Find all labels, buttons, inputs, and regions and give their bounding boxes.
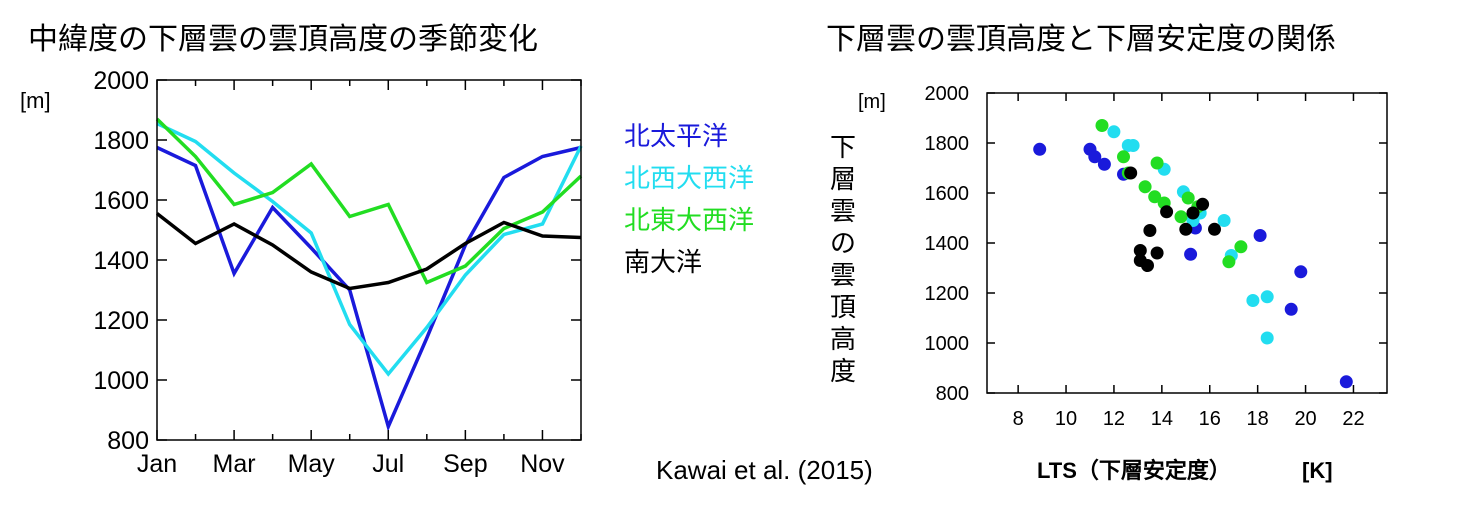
- y-tick-label: 1000: [93, 367, 149, 395]
- legend-item-northeast-atlantic: 北東大西洋: [624, 206, 755, 236]
- right-y-axis-label-char: 下: [829, 133, 856, 163]
- scatter-point-0: [1033, 142, 1047, 156]
- y-tick-label: 1400: [925, 233, 970, 255]
- scatter-point-1: [1107, 125, 1121, 139]
- scatter-point-0: [1253, 229, 1267, 242]
- right-y-axis-label-char: 頂: [829, 293, 856, 323]
- scatter-point-2: [1222, 255, 1236, 269]
- scatter-point-1: [1260, 290, 1274, 304]
- scatter-point-2: [1181, 191, 1195, 205]
- scatter-point-0: [1184, 247, 1198, 261]
- right-y-axis-label-char: 度: [829, 357, 856, 387]
- x-tick-label: May: [288, 450, 336, 478]
- legend-item-northwest-atlantic: 北西大西洋: [624, 164, 755, 194]
- x-tick-label: 8: [1013, 408, 1024, 430]
- scatter-point-2: [1095, 119, 1109, 132]
- y-tick-label: 1200: [93, 307, 149, 335]
- y-tick-label: 1600: [925, 183, 970, 205]
- scatter-point-3: [1124, 166, 1138, 180]
- scatter-point-3: [1196, 197, 1210, 211]
- scatter-point-1: [1217, 214, 1231, 227]
- y-tick-label: 1800: [93, 127, 149, 155]
- scatter-point-2: [1138, 180, 1152, 194]
- legend-item-north-pacific: 北太平洋: [624, 122, 729, 152]
- scatter-point-1: [1246, 294, 1260, 307]
- citation: Kawai et al. (2015): [656, 455, 873, 485]
- scatter-point-2: [1148, 190, 1162, 204]
- scatter-point-2: [1150, 156, 1164, 170]
- legend: 北太平洋 北西大西洋 北東大西洋 南大洋: [624, 116, 754, 284]
- scatter-point-3: [1150, 246, 1164, 260]
- line-series-1: [156, 121, 583, 377]
- y-tick-label: 800: [936, 383, 969, 405]
- scatter-point-3: [1143, 224, 1157, 237]
- y-tick-label: 2000: [93, 67, 149, 95]
- scatter-point-0: [1284, 302, 1298, 316]
- x-tick-label: Sep: [443, 450, 487, 478]
- y-tick-label: 800: [107, 427, 149, 455]
- left-chart-title: 中緯度の下層雲の雲頂高度の季節変化: [28, 22, 538, 57]
- x-tick-label: 16: [1199, 408, 1221, 430]
- line-series-2: [155, 117, 583, 285]
- x-tick-label: Nov: [520, 450, 565, 478]
- scatter-point-3: [1133, 244, 1147, 257]
- line-series-3: [155, 212, 582, 291]
- x-tick-label: Mar: [213, 450, 256, 478]
- scatter-point-2: [1117, 150, 1130, 164]
- y-tick-label: 1400: [93, 247, 149, 275]
- x-tick-label: 14: [1151, 408, 1173, 430]
- x-axis-unit: [K]: [1302, 458, 1333, 483]
- scatter-point-3: [1179, 222, 1193, 236]
- left-y-unit: [m]: [20, 88, 51, 113]
- x-tick-label: 20: [1294, 408, 1316, 430]
- y-tick-label: 2000: [925, 83, 970, 105]
- scatter-point-0: [1339, 375, 1353, 389]
- right-y-axis-label-char: 雲: [829, 197, 856, 227]
- scatter-point-1: [1126, 139, 1140, 152]
- legend-item-southern-ocean: 南大洋: [624, 248, 703, 278]
- scatter-point-0: [1097, 157, 1111, 171]
- scatter-point-2: [1174, 210, 1188, 224]
- scatter-point-3: [1160, 205, 1174, 219]
- x-tick-label: Jul: [372, 450, 404, 478]
- scatter-point-1: [1260, 331, 1274, 345]
- y-tick-label: 1200: [925, 283, 970, 305]
- scatter-point-3: [1186, 206, 1200, 220]
- scatter-point-3: [1208, 222, 1221, 236]
- right-y-unit: [m]: [858, 91, 886, 113]
- y-tick-label: 1600: [93, 187, 149, 215]
- scatter-point-2: [1234, 240, 1248, 254]
- right-y-axis-label-char: 層: [829, 165, 856, 195]
- y-tick-label: 1000: [925, 333, 970, 355]
- right-y-axis-label-char: 雲: [829, 261, 856, 291]
- right-plot-frame: [986, 92, 1388, 394]
- right-y-axis-label: 下層雲の雲頂高度: [826, 132, 860, 388]
- right-y-axis-label-char: の: [829, 229, 856, 259]
- x-tick-label: 12: [1103, 408, 1125, 430]
- x-tick-label: Jan: [137, 450, 177, 478]
- right-y-axis-label-char: 高: [829, 325, 856, 355]
- x-tick-label: 10: [1055, 408, 1077, 430]
- x-tick-label: 18: [1247, 408, 1269, 430]
- scatter-point-0: [1088, 150, 1102, 164]
- x-tick-label: 22: [1342, 408, 1364, 430]
- scatter-point-3: [1141, 259, 1154, 272]
- line-series-0: [156, 145, 582, 432]
- y-tick-label: 1800: [925, 133, 970, 155]
- right-chart-title: 下層雲の雲頂高度と下層安定度の関係: [826, 22, 1336, 57]
- x-axis-label: LTS（下層安定度）: [1037, 458, 1231, 483]
- left-plot-frame: [156, 79, 582, 441]
- scatter-point-0: [1294, 265, 1308, 279]
